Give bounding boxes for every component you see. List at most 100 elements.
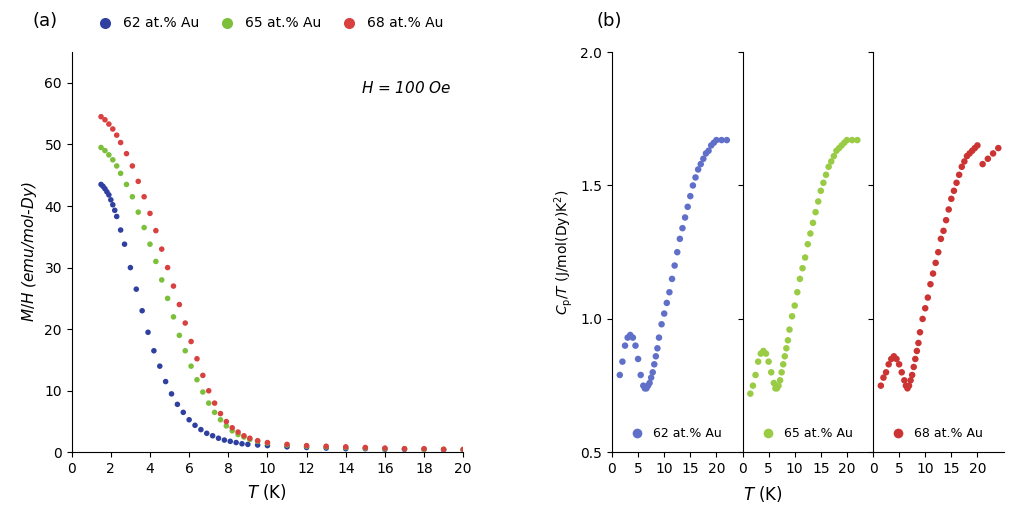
Point [755, 347, 771, 355]
Point [786, 302, 803, 310]
Point [687, 173, 703, 181]
Point [719, 136, 735, 144]
Point [96, 147, 114, 155]
Point [901, 382, 918, 390]
Point [435, 446, 452, 454]
Point [964, 147, 980, 155]
Point [141, 240, 158, 249]
Point [667, 262, 683, 270]
Point [113, 226, 129, 234]
Point [242, 434, 258, 443]
Point [907, 355, 924, 363]
Point [614, 357, 631, 366]
Point [706, 139, 722, 147]
Point [813, 187, 829, 195]
Point [967, 144, 983, 152]
Point [377, 444, 393, 452]
Point [820, 163, 837, 171]
Point [435, 445, 452, 453]
Point [616, 342, 633, 350]
Point [898, 382, 914, 390]
Point [158, 378, 174, 386]
Point [357, 444, 374, 452]
Point [218, 418, 234, 426]
Point [416, 445, 432, 453]
Point [195, 388, 211, 396]
Point [113, 169, 129, 177]
Point [682, 192, 698, 200]
Point [640, 382, 656, 390]
Point [396, 445, 413, 453]
Point [876, 373, 892, 382]
Point [888, 355, 904, 363]
Point [201, 387, 217, 395]
Point [910, 339, 927, 347]
Point [641, 379, 657, 387]
Point [697, 149, 714, 158]
Point [201, 399, 217, 407]
Point [643, 373, 659, 382]
Point [703, 141, 720, 150]
Point [672, 235, 688, 243]
Point [772, 376, 788, 384]
Point [455, 445, 471, 453]
Point [147, 257, 164, 266]
Point [647, 352, 664, 360]
Point [100, 191, 117, 199]
Point [685, 181, 701, 190]
Point [279, 441, 295, 449]
Point [134, 307, 151, 315]
Point [925, 269, 941, 278]
Point [188, 375, 205, 384]
Point [136, 192, 153, 201]
Point [669, 248, 685, 256]
Point [834, 141, 850, 150]
Point [236, 432, 252, 440]
Point [690, 165, 707, 174]
Point [891, 360, 907, 369]
Point [742, 389, 759, 398]
Point [630, 355, 646, 363]
Point [778, 344, 795, 353]
Point [933, 235, 949, 243]
Point [130, 177, 146, 186]
Point [628, 342, 644, 350]
Point [250, 437, 266, 446]
Point [894, 368, 910, 376]
Point [951, 171, 968, 179]
Point [767, 384, 783, 393]
Point [911, 328, 928, 336]
Point [104, 155, 121, 164]
Point [928, 259, 944, 267]
Point [828, 147, 845, 155]
Point [279, 443, 295, 451]
Point [914, 315, 931, 323]
Text: $H$ = 100 Oe: $H$ = 100 Oe [360, 80, 452, 96]
Point [948, 179, 965, 187]
Point [878, 368, 894, 376]
Point [117, 240, 133, 249]
Point [298, 444, 314, 452]
Point [165, 313, 181, 321]
Legend: 62 at.% Au, 65 at.% Au, 68 at.% Au: 62 at.% Au, 65 at.% Au, 68 at.% Au [86, 11, 450, 36]
Point [805, 219, 821, 227]
Point [935, 227, 951, 235]
Point [766, 379, 782, 387]
Point [653, 320, 670, 329]
Point [298, 442, 314, 450]
Point [96, 115, 114, 124]
Point [212, 415, 228, 424]
Point [93, 144, 110, 152]
Point [357, 444, 374, 452]
Point [109, 131, 125, 139]
Point [199, 429, 215, 437]
Point [124, 162, 140, 170]
Point [177, 319, 194, 327]
Point [318, 443, 335, 451]
Point [169, 400, 185, 409]
Point [918, 304, 934, 313]
Point [396, 445, 413, 453]
Point [222, 437, 239, 446]
Point [633, 371, 649, 379]
Point [113, 138, 129, 147]
